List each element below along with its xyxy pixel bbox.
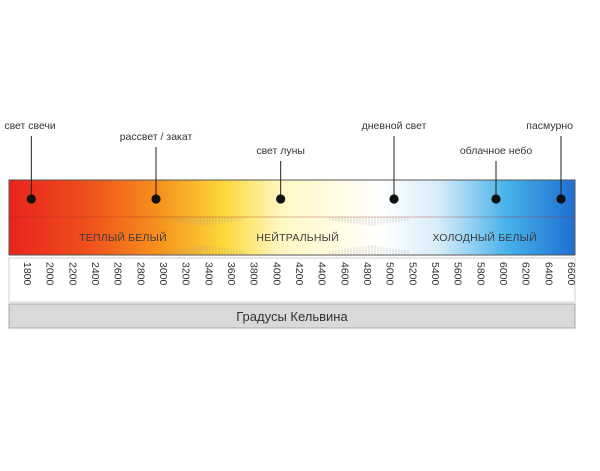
- marker-label: облачное небо: [460, 145, 533, 157]
- marker-label: рассвет / закат: [120, 131, 193, 143]
- tick-label: 3800: [248, 262, 260, 286]
- tick-label: 4600: [338, 262, 350, 286]
- tick-label: 4200: [293, 262, 305, 286]
- tick-label: 6600: [565, 262, 577, 286]
- tick-label: 3200: [180, 262, 192, 286]
- marker-label: свет свечи: [4, 120, 56, 132]
- marker-dot: [491, 194, 501, 204]
- zone-label: ХОЛОДНЫЙ БЕЛЫЙ: [432, 231, 536, 244]
- marker-label: дневной свет: [362, 120, 427, 132]
- tick-label: 5400: [429, 262, 441, 286]
- tick-label: 5800: [474, 262, 486, 286]
- tick-label: 4800: [361, 262, 373, 286]
- marker-dot: [26, 194, 36, 204]
- bar-outline: [8, 179, 576, 256]
- marker-label: свет луны: [256, 145, 305, 157]
- tick-label: 2200: [66, 262, 78, 286]
- marker-dot: [276, 194, 286, 204]
- marker-dot: [151, 194, 161, 204]
- tick-label: 1800: [21, 262, 33, 286]
- zone-label: ТЕПЛЫЙ БЕЛЫЙ: [79, 231, 167, 244]
- tick-label: 5200: [406, 262, 418, 286]
- marker-dot: [389, 194, 399, 204]
- tick-label: 5600: [452, 262, 464, 286]
- hatch-neutral-cool: [329, 217, 409, 254]
- tick-label: 4000: [270, 262, 282, 286]
- tick-label: 5000: [384, 262, 396, 286]
- tick-strip: [8, 257, 576, 303]
- tick-label: 2600: [112, 262, 124, 286]
- marker-label: пасмурно: [526, 120, 573, 132]
- tick-label: 3000: [157, 262, 169, 286]
- tick-label: 2000: [44, 262, 56, 286]
- tick-label: 6400: [542, 262, 554, 286]
- color-gradient-bar: [9, 180, 575, 255]
- tick-label: 4400: [316, 262, 328, 286]
- tick-label: 3400: [202, 262, 214, 286]
- tick-label: 2400: [89, 262, 101, 286]
- axis-title-band: [8, 303, 576, 329]
- marker-dot: [556, 194, 566, 204]
- zone-label: НЕЙТРАЛЬНЫЙ: [256, 231, 339, 244]
- tick-label: 2800: [134, 262, 146, 286]
- tick-label: 6200: [520, 262, 532, 286]
- axis-title: Градусы Кельвина: [236, 309, 348, 324]
- hatch-warm-neutral: [164, 217, 244, 254]
- tick-label: 3600: [225, 262, 237, 286]
- tick-label: 6000: [497, 262, 509, 286]
